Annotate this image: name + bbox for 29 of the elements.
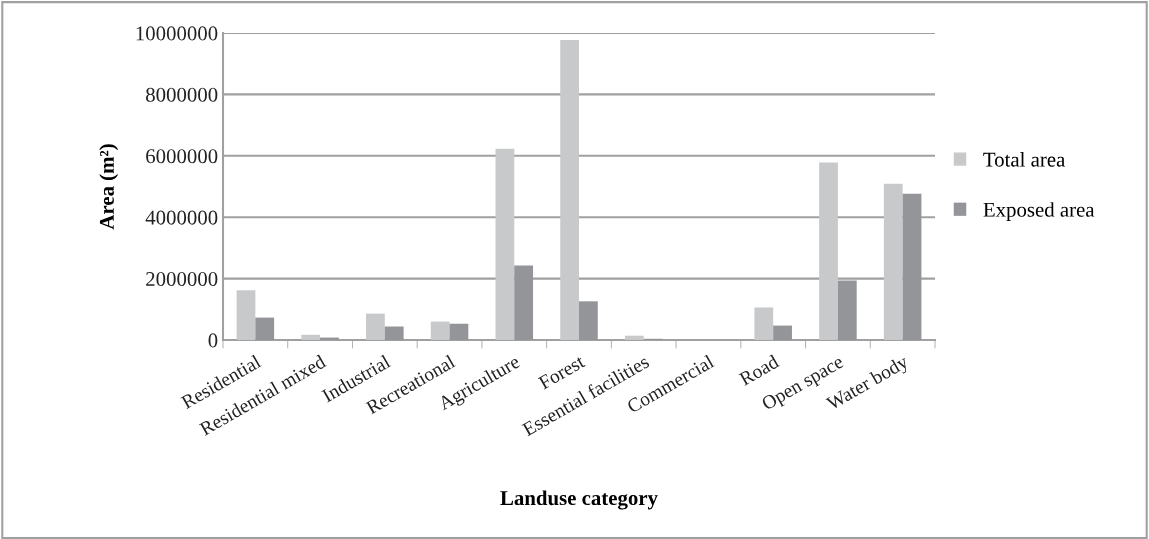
bar [837, 280, 857, 340]
bar [883, 183, 903, 340]
bar [449, 323, 469, 340]
bar [819, 162, 838, 340]
bar [514, 265, 534, 340]
bar [560, 40, 579, 340]
bar [430, 321, 450, 340]
bar [624, 335, 644, 340]
y-tick-label: 6000000 [146, 149, 218, 164]
legend-label: Exposed area [983, 202, 1095, 222]
bar [384, 326, 404, 340]
y-tick-label: 4000000 [145, 210, 218, 225]
y-tick-label: 10000000 [136, 26, 218, 41]
bar [366, 313, 385, 340]
y-tick-label: 0 [208, 333, 218, 348]
bar [495, 148, 515, 340]
bar [236, 290, 256, 340]
bar [301, 334, 321, 340]
bar [902, 193, 922, 340]
y-axis-title: Area (m²) [99, 144, 119, 230]
bar [754, 307, 774, 340]
y-tick-label: 8000000 [146, 87, 218, 102]
bar [773, 325, 792, 340]
legend-label: Total area [983, 151, 1066, 167]
bar [255, 317, 275, 340]
x-tick-label: Forest [537, 354, 586, 390]
y-tick-label: 2000000 [146, 271, 218, 287]
x-axis-title: Landuse category [500, 490, 658, 510]
bar [579, 301, 598, 340]
